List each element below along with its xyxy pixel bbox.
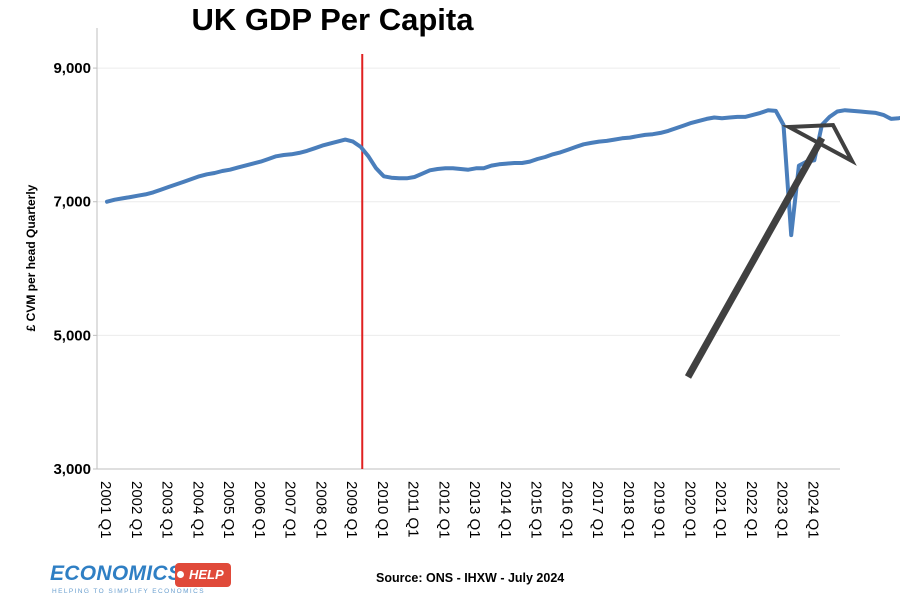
x-tick-label: 2022 Q1 xyxy=(743,481,760,539)
gridlines xyxy=(97,67,840,336)
y-tick-labels: 3,000 5,000 7,000 9,000 xyxy=(53,60,97,478)
logo-badge-label: HELP xyxy=(189,567,224,582)
arrow-annotation xyxy=(684,122,857,379)
series-line-gdp-per-capita xyxy=(105,108,900,238)
y-axis-title: £ CVM per head Quarterly xyxy=(24,184,38,331)
logo-wordmark: ECONOMICS xyxy=(50,562,183,585)
chart-title: UK GDP Per Capita xyxy=(191,2,474,37)
x-tick-label: 2015 Q1 xyxy=(528,481,545,539)
x-tick-labels: 2001 Q1 2002 Q1 2003 Q1 2004 Q1 2005 Q1 2006 … xyxy=(97,481,821,539)
x-tick-label: 2024 Q1 xyxy=(804,481,821,539)
x-tick-label: 2020 Q1 xyxy=(681,481,698,539)
x-tick-label: 2017 Q1 xyxy=(589,481,606,539)
source-note: Source: ONS - IHXW - July 2024 xyxy=(376,571,565,585)
x-tick-label: 2016 Q1 xyxy=(558,481,575,539)
x-tick-label: 2013 Q1 xyxy=(466,481,483,539)
y-tick-label: 3,000 xyxy=(53,461,91,478)
x-tick-label: 2011 Q1 xyxy=(405,481,422,537)
logo-badge: HELP xyxy=(175,563,231,587)
x-tick-label: 2002 Q1 xyxy=(128,481,145,539)
y-tick-label: 7,000 xyxy=(53,194,91,211)
x-tick-label: 2005 Q1 xyxy=(220,481,237,539)
x-tick-label: 2006 Q1 xyxy=(251,481,268,539)
x-tick-label: 2014 Q1 xyxy=(497,481,514,539)
x-tick-label: 2018 Q1 xyxy=(620,481,637,539)
x-tick-label: 2007 Q1 xyxy=(282,481,299,539)
logo-badge-dot xyxy=(177,571,184,578)
arrow-shaft xyxy=(684,136,826,379)
arrow-head xyxy=(781,122,857,166)
x-tick-label: 2003 Q1 xyxy=(159,481,176,539)
logo-tagline: HELPING TO SIMPLIFY ECONOMICS xyxy=(52,588,205,595)
x-tick-label: 2012 Q1 xyxy=(435,481,452,539)
x-tick-label: 2019 Q1 xyxy=(651,481,668,539)
y-tick-label: 5,000 xyxy=(53,327,91,344)
x-tick-label: 2004 Q1 xyxy=(189,481,206,539)
x-tick-label: 2001 Q1 xyxy=(97,481,114,539)
x-tick-label: 2008 Q1 xyxy=(312,481,329,539)
x-tick-label: 2009 Q1 xyxy=(343,481,360,539)
x-tick-label: 2021 Q1 xyxy=(712,481,729,539)
x-tick-label: 2010 Q1 xyxy=(374,481,391,539)
economics-help-logo: ECONOMICS HELP HELPING TO SIMPLIFY ECONO… xyxy=(50,560,231,600)
y-tick-label: 9,000 xyxy=(53,60,91,77)
x-tick-label: 2023 Q1 xyxy=(774,481,791,539)
